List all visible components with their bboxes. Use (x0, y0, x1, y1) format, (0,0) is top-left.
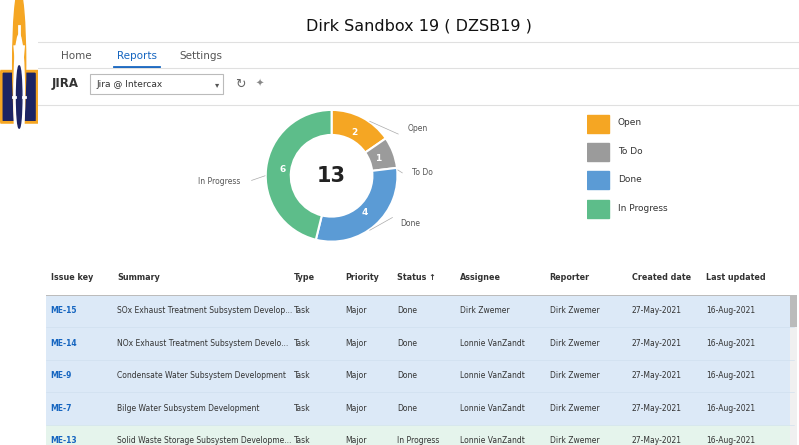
Text: Done: Done (401, 218, 421, 228)
Text: In Progress: In Progress (618, 204, 667, 213)
Text: Done: Done (397, 339, 417, 348)
FancyBboxPatch shape (90, 74, 223, 94)
Text: In Progress: In Progress (198, 177, 240, 186)
Text: Done: Done (397, 371, 417, 380)
Circle shape (17, 66, 22, 128)
Text: Lonnie VanZandt: Lonnie VanZandt (459, 371, 525, 380)
Bar (587, 115, 609, 133)
Text: 16-Aug-2021: 16-Aug-2021 (706, 436, 755, 445)
Text: ✦: ✦ (255, 79, 263, 89)
Circle shape (14, 35, 25, 159)
Text: S: S (16, 60, 22, 69)
Text: ▾: ▾ (215, 80, 219, 89)
Bar (46, 360, 793, 392)
Text: Done: Done (397, 404, 417, 413)
Bar (587, 143, 609, 161)
Text: Task: Task (294, 436, 311, 445)
Text: Open: Open (618, 118, 642, 128)
Text: Task: Task (294, 339, 311, 348)
Text: 1: 1 (375, 154, 381, 163)
Text: Task: Task (294, 306, 311, 316)
Text: Reports: Reports (117, 51, 157, 61)
Text: To Do: To Do (618, 147, 642, 156)
Text: Dirk Zwemer: Dirk Zwemer (550, 404, 599, 413)
Text: Major: Major (346, 306, 368, 316)
Text: Priority: Priority (346, 273, 380, 283)
Text: 6: 6 (280, 166, 286, 174)
Text: Lonnie VanZandt: Lonnie VanZandt (459, 404, 525, 413)
Text: Bilge Water Subsystem Development: Bilge Water Subsystem Development (117, 404, 260, 413)
Text: 2: 2 (352, 128, 358, 137)
Text: 27-May-2021: 27-May-2021 (632, 436, 682, 445)
Text: Home: Home (62, 51, 92, 61)
Text: Condensate Water Subsystem Development: Condensate Water Subsystem Development (117, 371, 287, 380)
Text: Issue key: Issue key (50, 273, 93, 283)
Text: 27-May-2021: 27-May-2021 (632, 371, 682, 380)
Text: NOx Exhaust Treatment Subsystem Develo...: NOx Exhaust Treatment Subsystem Develo..… (117, 339, 288, 348)
Text: 4: 4 (361, 208, 368, 217)
Text: ME-7: ME-7 (50, 404, 72, 413)
Text: 27-May-2021: 27-May-2021 (632, 306, 682, 316)
Text: ↻: ↻ (235, 77, 245, 91)
Text: 16-Aug-2021: 16-Aug-2021 (706, 339, 755, 348)
Text: In Progress: In Progress (397, 436, 439, 445)
Wedge shape (332, 110, 386, 153)
Text: 13: 13 (317, 166, 346, 186)
Bar (790, 295, 797, 327)
Text: Assignee: Assignee (459, 273, 501, 283)
Text: Status ↑: Status ↑ (397, 273, 436, 283)
Text: Summary: Summary (117, 273, 161, 283)
Text: Task: Task (294, 371, 311, 380)
Text: Type: Type (294, 273, 315, 283)
Text: Dirk Zwemer: Dirk Zwemer (550, 436, 599, 445)
Bar (46, 295, 793, 327)
Text: Last updated: Last updated (706, 273, 765, 283)
Text: Lonnie VanZandt: Lonnie VanZandt (459, 339, 525, 348)
Text: Open: Open (407, 124, 427, 133)
Text: JIRA: JIRA (52, 77, 79, 90)
Text: Done: Done (618, 175, 642, 184)
Text: Task: Task (294, 404, 311, 413)
Text: Dirk Zwemer: Dirk Zwemer (550, 339, 599, 348)
Text: 16-Aug-2021: 16-Aug-2021 (706, 306, 755, 316)
Text: Dirk Zwemer: Dirk Zwemer (550, 306, 599, 316)
Text: To Do: To Do (412, 168, 433, 177)
Wedge shape (365, 138, 397, 171)
Bar (587, 200, 609, 218)
Text: Jira @ Intercax: Jira @ Intercax (97, 80, 163, 89)
Text: Lonnie VanZandt: Lonnie VanZandt (459, 436, 525, 445)
Text: Settings: Settings (180, 51, 223, 61)
Text: Created date: Created date (632, 273, 691, 283)
Bar (790, 295, 797, 445)
Text: Dirk Sandbox 19 ( DZSB19 ): Dirk Sandbox 19 ( DZSB19 ) (306, 19, 531, 34)
Text: Major: Major (346, 339, 368, 348)
Text: ME-13: ME-13 (50, 436, 78, 445)
Text: ME-14: ME-14 (50, 339, 78, 348)
Text: Done: Done (397, 306, 417, 316)
Circle shape (17, 254, 22, 307)
Text: ?: ? (16, 238, 22, 247)
Text: Dirk Zwemer: Dirk Zwemer (550, 371, 599, 380)
Text: Dirk Zwemer: Dirk Zwemer (459, 306, 510, 316)
Text: 27-May-2021: 27-May-2021 (632, 404, 682, 413)
Circle shape (13, 0, 26, 140)
Bar (46, 425, 793, 445)
Bar (46, 327, 793, 360)
Text: 16-Aug-2021: 16-Aug-2021 (706, 404, 755, 413)
Text: ME-9: ME-9 (50, 371, 72, 380)
Text: Major: Major (346, 371, 368, 380)
Text: 16-Aug-2021: 16-Aug-2021 (706, 371, 755, 380)
Bar (587, 171, 609, 190)
Wedge shape (266, 110, 332, 240)
Text: Reporter: Reporter (550, 273, 590, 283)
Text: SOx Exhaust Treatment Subsystem Develop...: SOx Exhaust Treatment Subsystem Develop.… (117, 306, 292, 316)
Bar (46, 392, 793, 425)
Text: 27-May-2021: 27-May-2021 (632, 339, 682, 348)
Text: ME-15: ME-15 (50, 306, 77, 316)
Text: Major: Major (346, 404, 368, 413)
Text: Solid Waste Storage Subsystem Developme...: Solid Waste Storage Subsystem Developme.… (117, 436, 292, 445)
Text: Major: Major (346, 436, 368, 445)
Wedge shape (316, 168, 397, 242)
FancyBboxPatch shape (1, 71, 38, 122)
